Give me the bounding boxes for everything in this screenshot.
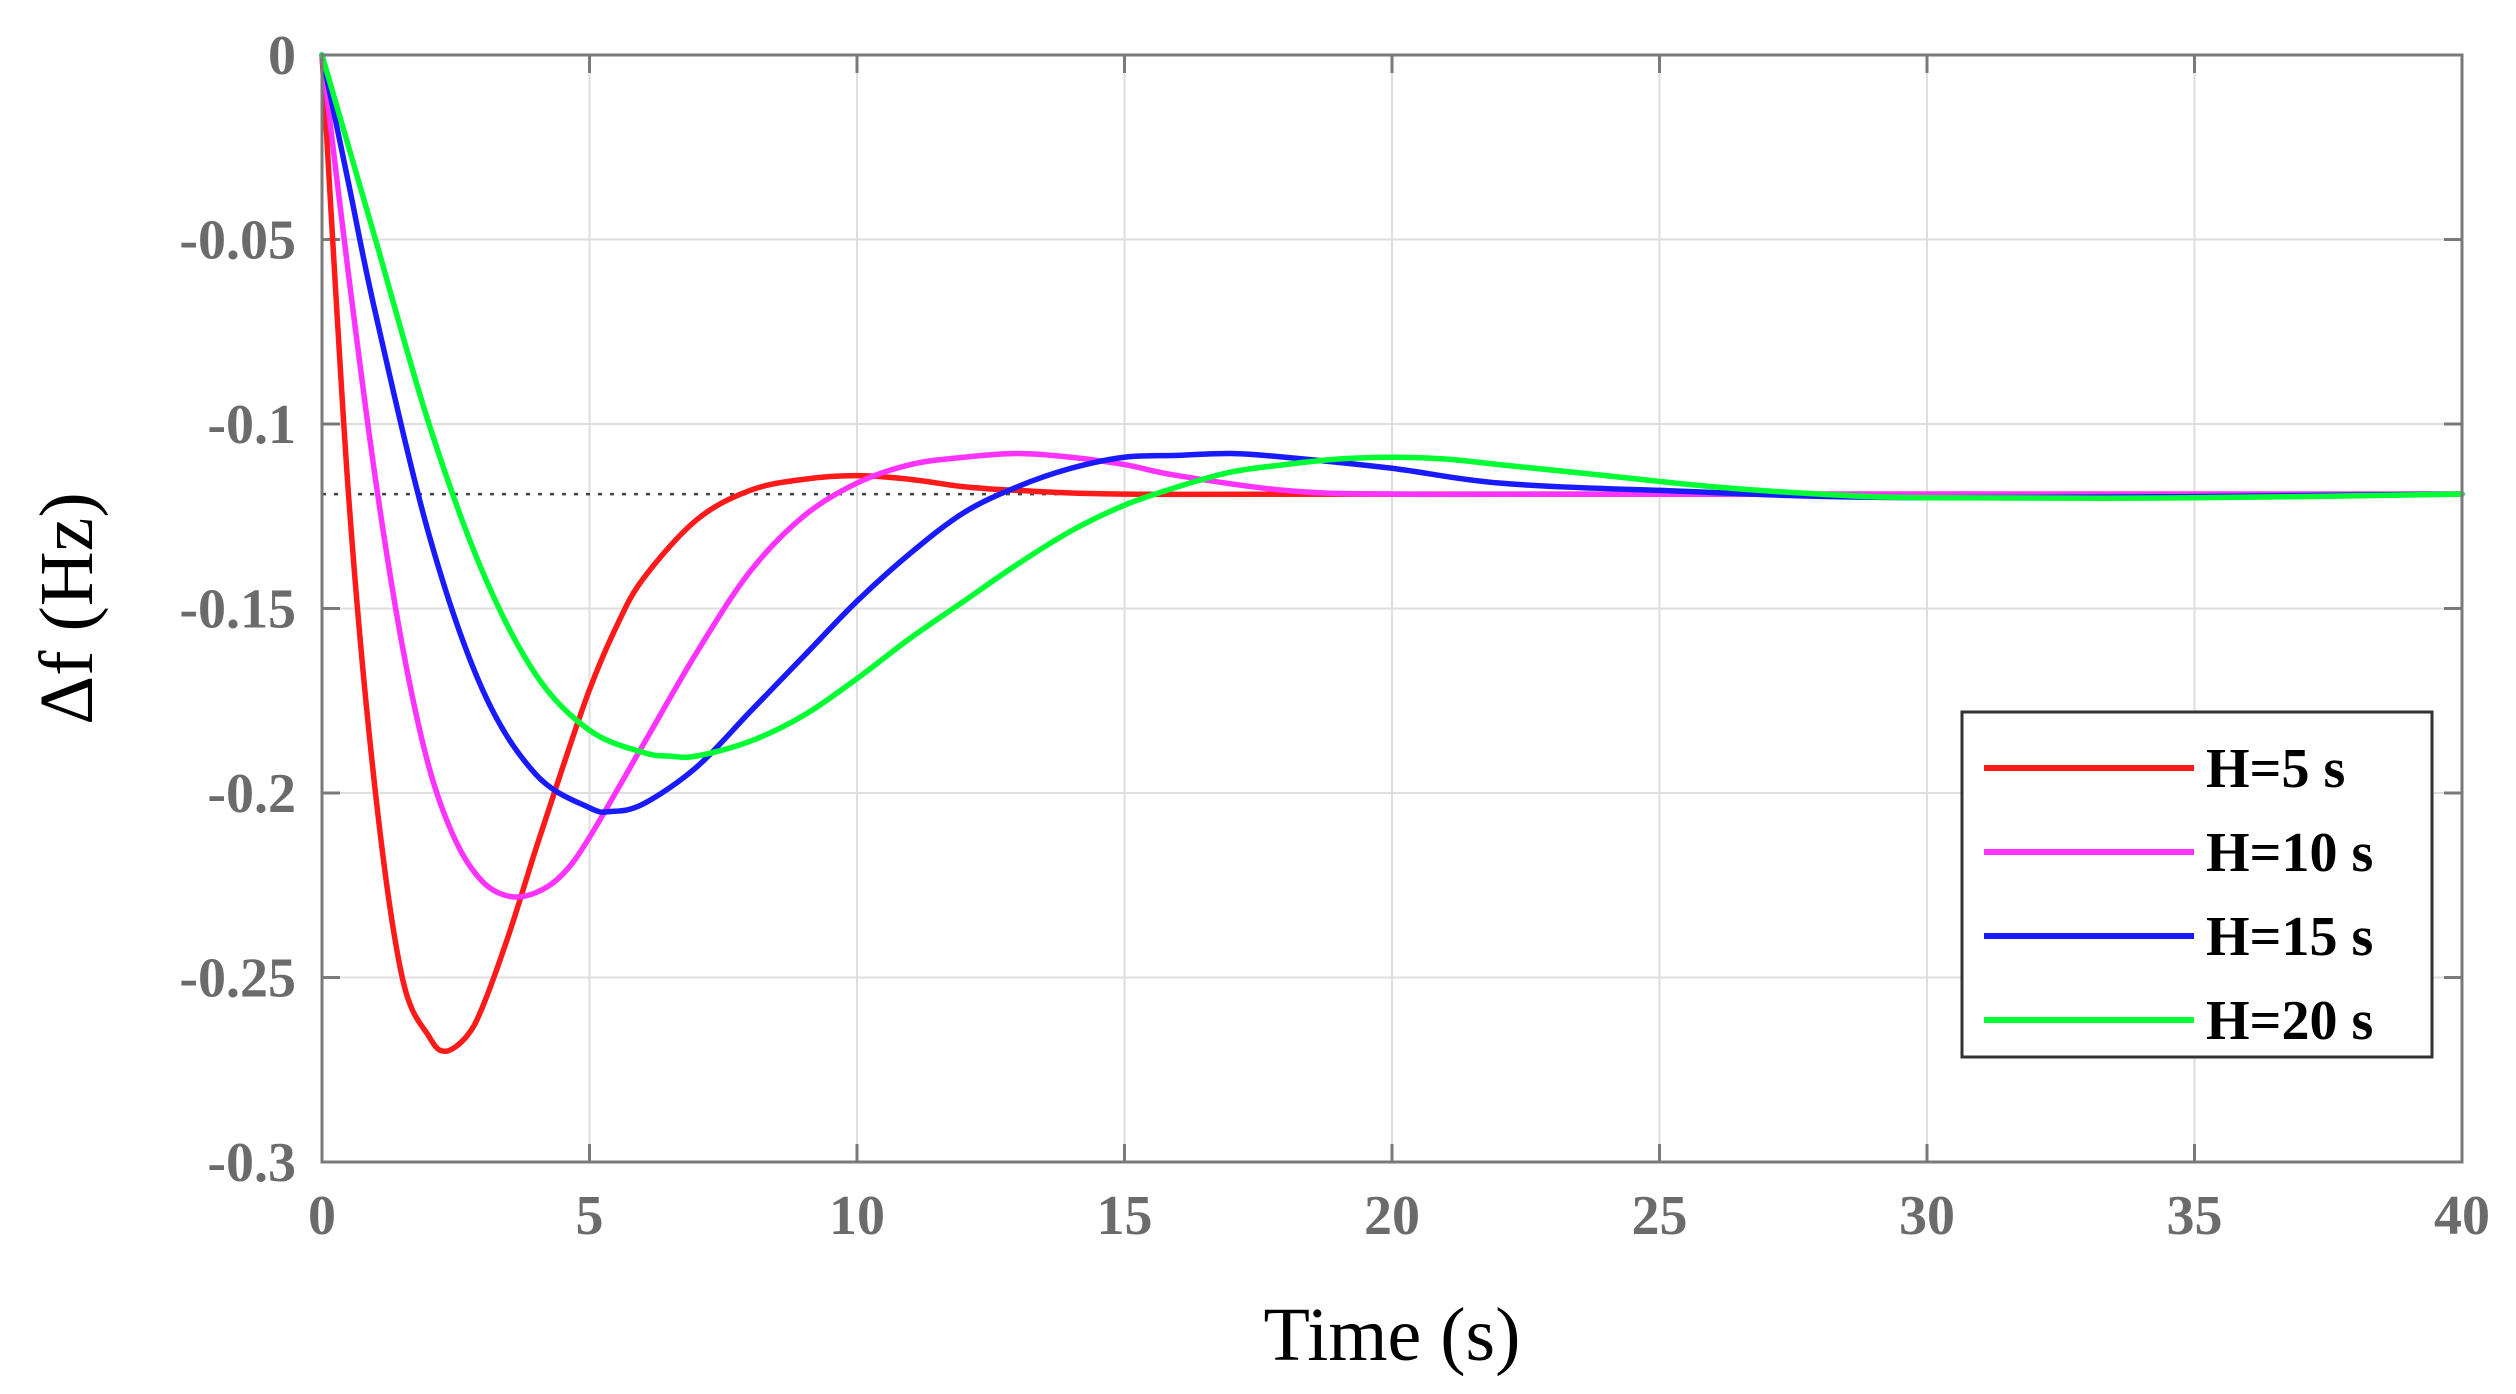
series-line-h-20-s bbox=[319, 52, 2465, 761]
series-line-h-15-s bbox=[319, 52, 2465, 815]
legend: H=5 s H=10 s H=15 s H=20 s bbox=[1960, 710, 2434, 1059]
y-axis-title: Δf (Hz) bbox=[25, 492, 109, 724]
x-tick-label: 20 bbox=[1364, 1185, 1420, 1247]
x-tick-label: 40 bbox=[2434, 1185, 2490, 1247]
x-tick-label: 25 bbox=[1632, 1185, 1688, 1247]
series-lines bbox=[319, 52, 2465, 1055]
legend-label: H=10 s bbox=[2206, 822, 2373, 884]
x-tick-label: 35 bbox=[2167, 1185, 2223, 1247]
x-tick-label: 15 bbox=[1097, 1185, 1153, 1247]
x-tick-label: 10 bbox=[829, 1185, 885, 1247]
y-tick-label: -0.15 bbox=[179, 579, 296, 641]
x-tick-label: 5 bbox=[576, 1185, 604, 1247]
y-tick-label: -0.1 bbox=[207, 394, 296, 456]
series-line-h-10-s bbox=[319, 52, 2465, 900]
y-tick-label: -0.25 bbox=[179, 948, 296, 1010]
x-axis-title: Time (s) bbox=[1264, 1293, 1521, 1377]
legend-label: H=15 s bbox=[2206, 906, 2373, 968]
y-tick-label: -0.2 bbox=[207, 763, 296, 825]
legend-label: H=5 s bbox=[2206, 738, 2345, 800]
legend-items: H=5 s H=10 s H=15 s H=20 s bbox=[1984, 738, 2373, 1052]
y-tick-label: 0 bbox=[268, 25, 296, 87]
y-tick-label: -0.3 bbox=[207, 1132, 296, 1194]
y-tick-label: -0.05 bbox=[179, 210, 296, 272]
x-tick-label: 30 bbox=[1899, 1185, 1955, 1247]
y-tick-labels: 0 -0.05 -0.1 -0.15 -0.2 -0.25 -0.3 bbox=[179, 25, 296, 1194]
x-tick-labels: 0 5 10 15 20 25 30 35 40 bbox=[308, 1185, 2490, 1247]
legend-label: H=20 s bbox=[2206, 990, 2373, 1052]
plot-frame bbox=[320, 53, 2464, 1164]
x-tick-label: 0 bbox=[308, 1185, 336, 1247]
